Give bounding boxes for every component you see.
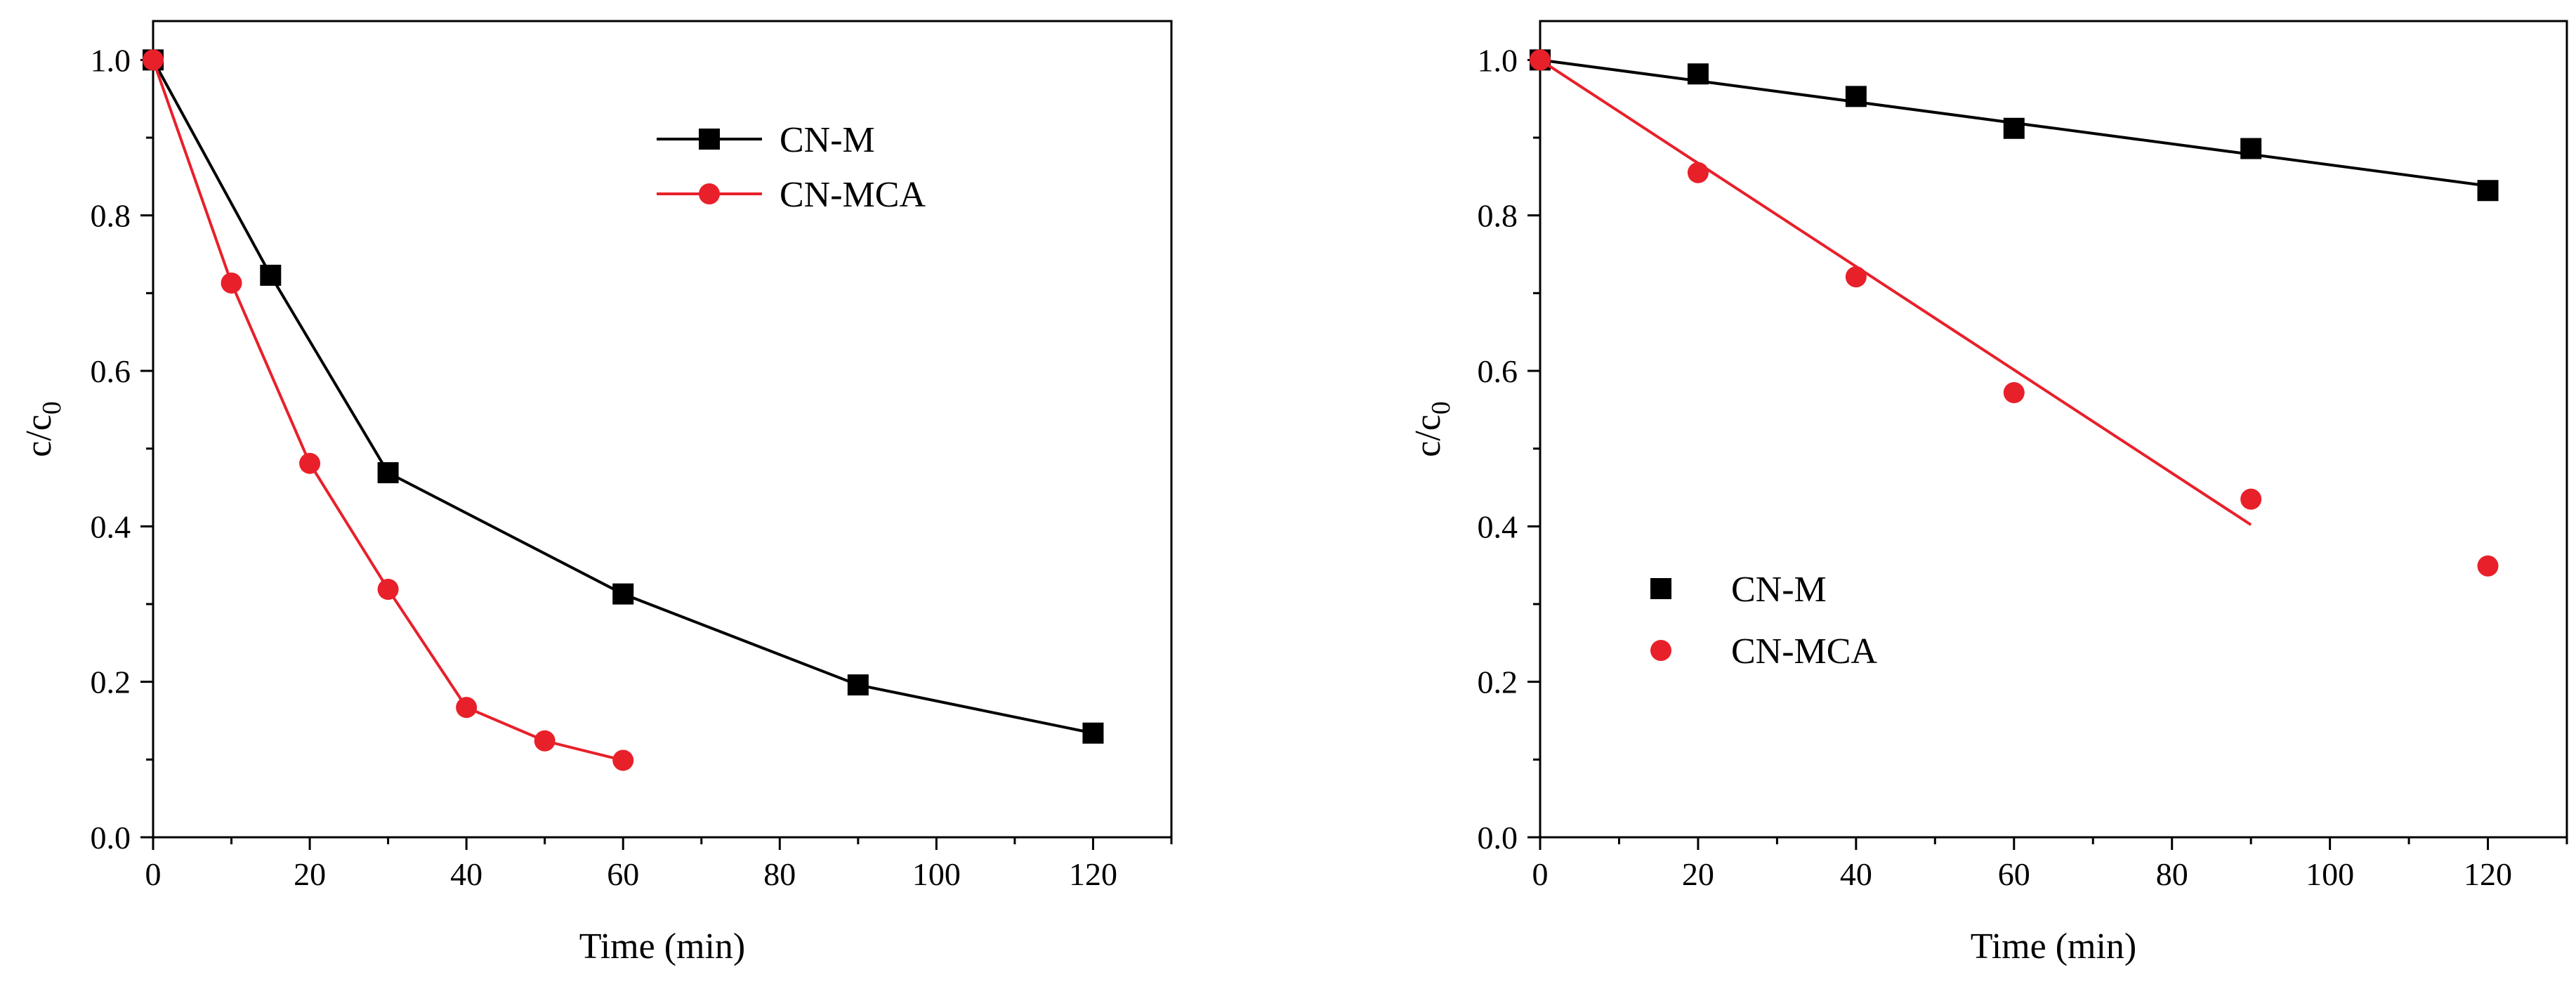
data-point xyxy=(2240,488,2262,510)
data-point xyxy=(1845,266,1867,288)
data-point xyxy=(221,272,242,294)
x-tick-label: 40 xyxy=(450,856,482,892)
y-tick-label: 0.8 xyxy=(1478,198,1518,234)
chart-left-panel: 0 20 40 60 80 100 120 0.0 0.2 0.4 0.6 0.8 1.0 Time (m… xyxy=(19,20,1173,967)
data-point xyxy=(299,452,321,474)
y-tick-label: 0.2 xyxy=(91,664,131,700)
x-tick-label: 20 xyxy=(1682,856,1714,892)
y-axis-title-main: c/c xyxy=(19,414,59,457)
y-tick-label: 0.4 xyxy=(1478,509,1518,544)
legend-entry-cn-mca: CN-MCA xyxy=(657,175,926,215)
y-axis-title-subscript: 0 xyxy=(37,401,67,414)
y-axis-title: c/c0 xyxy=(19,401,67,457)
y-tick-label: 0.2 xyxy=(1478,664,1518,700)
legend-label: CN-MCA xyxy=(780,175,926,215)
y-tick-label: 0.0 xyxy=(1478,820,1518,856)
data-point xyxy=(2240,138,2262,159)
legend-label: CN-M xyxy=(1731,570,1827,610)
x-tick-label: 60 xyxy=(1998,856,2030,892)
data-point xyxy=(377,461,399,483)
y-tick-label: 0.6 xyxy=(1478,353,1518,389)
data-point xyxy=(534,730,556,752)
series-line-cn-mca xyxy=(152,59,624,762)
x-tick-label: 0 xyxy=(1532,856,1549,892)
data-point xyxy=(2477,555,2499,577)
data-point xyxy=(2003,381,2025,403)
data-point xyxy=(612,749,634,771)
y-axis-title-main: c/c xyxy=(1408,414,1448,457)
x-tick-label: 100 xyxy=(2306,856,2354,892)
series-cn-mca xyxy=(143,49,634,771)
legend-entry-cn-m: CN-M xyxy=(657,120,875,160)
legend-marker xyxy=(699,129,720,150)
fit-line-cn-mca xyxy=(1539,58,2252,526)
legend-entry-cn-mca: CN-MCA xyxy=(1650,631,1877,672)
series-line-cn-m xyxy=(152,59,1093,735)
data-point xyxy=(1530,49,1551,71)
x-tick-label: 120 xyxy=(2464,856,2512,892)
x-tick-label: 40 xyxy=(1840,856,1872,892)
series-cn-m xyxy=(143,49,1104,744)
data-point xyxy=(1687,63,1709,85)
y-tick-label: 0.0 xyxy=(91,820,131,856)
data-point xyxy=(260,264,282,286)
legend-label: CN-MCA xyxy=(1731,631,1877,672)
data-point xyxy=(2477,180,2499,202)
data-point xyxy=(847,674,869,696)
legend-marker xyxy=(699,183,720,204)
x-tick-label: 0 xyxy=(145,856,162,892)
x-tick-label: 60 xyxy=(607,856,639,892)
data-point xyxy=(377,578,399,600)
data-point xyxy=(456,697,478,719)
chart-right-panel: 0 20 40 60 80 100 120 0.0 0.2 0.4 0.6 0.8 1.0 Time (m… xyxy=(1408,20,2568,967)
x-tick-label: 80 xyxy=(2156,856,2188,892)
y-axis-title: c/c0 xyxy=(1408,401,1456,457)
x-tick-label: 120 xyxy=(1069,856,1117,892)
data-point xyxy=(2003,117,2025,139)
y-tick-label: 0.6 xyxy=(91,353,131,389)
series-cn-mca xyxy=(1530,49,2499,577)
y-tick-label: 0.8 xyxy=(91,198,131,234)
data-point xyxy=(612,583,634,605)
legend-marker xyxy=(1650,640,1671,661)
data-point xyxy=(1082,722,1104,744)
data-point xyxy=(1845,86,1867,107)
plot-frame xyxy=(152,20,1173,839)
y-tick-label: 1.0 xyxy=(1478,42,1518,78)
x-axis-title: Time (min) xyxy=(1971,926,2136,967)
x-tick-label: 20 xyxy=(294,856,326,892)
y-tick-label: 0.4 xyxy=(91,509,131,544)
series-cn-m xyxy=(1530,49,2499,202)
legend-marker xyxy=(1650,578,1671,599)
data-point xyxy=(1687,162,1709,183)
data-point xyxy=(143,49,164,71)
plot-frame xyxy=(1539,20,2568,839)
x-tick-label: 80 xyxy=(763,856,796,892)
x-axis-title: Time (min) xyxy=(579,926,745,967)
x-tick-label: 100 xyxy=(912,856,961,892)
legend-label: CN-M xyxy=(780,120,875,160)
legend-entry-cn-m: CN-M xyxy=(1650,570,1827,610)
y-tick-label: 1.0 xyxy=(91,42,131,78)
y-axis-title-subscript: 0 xyxy=(1426,401,1456,414)
